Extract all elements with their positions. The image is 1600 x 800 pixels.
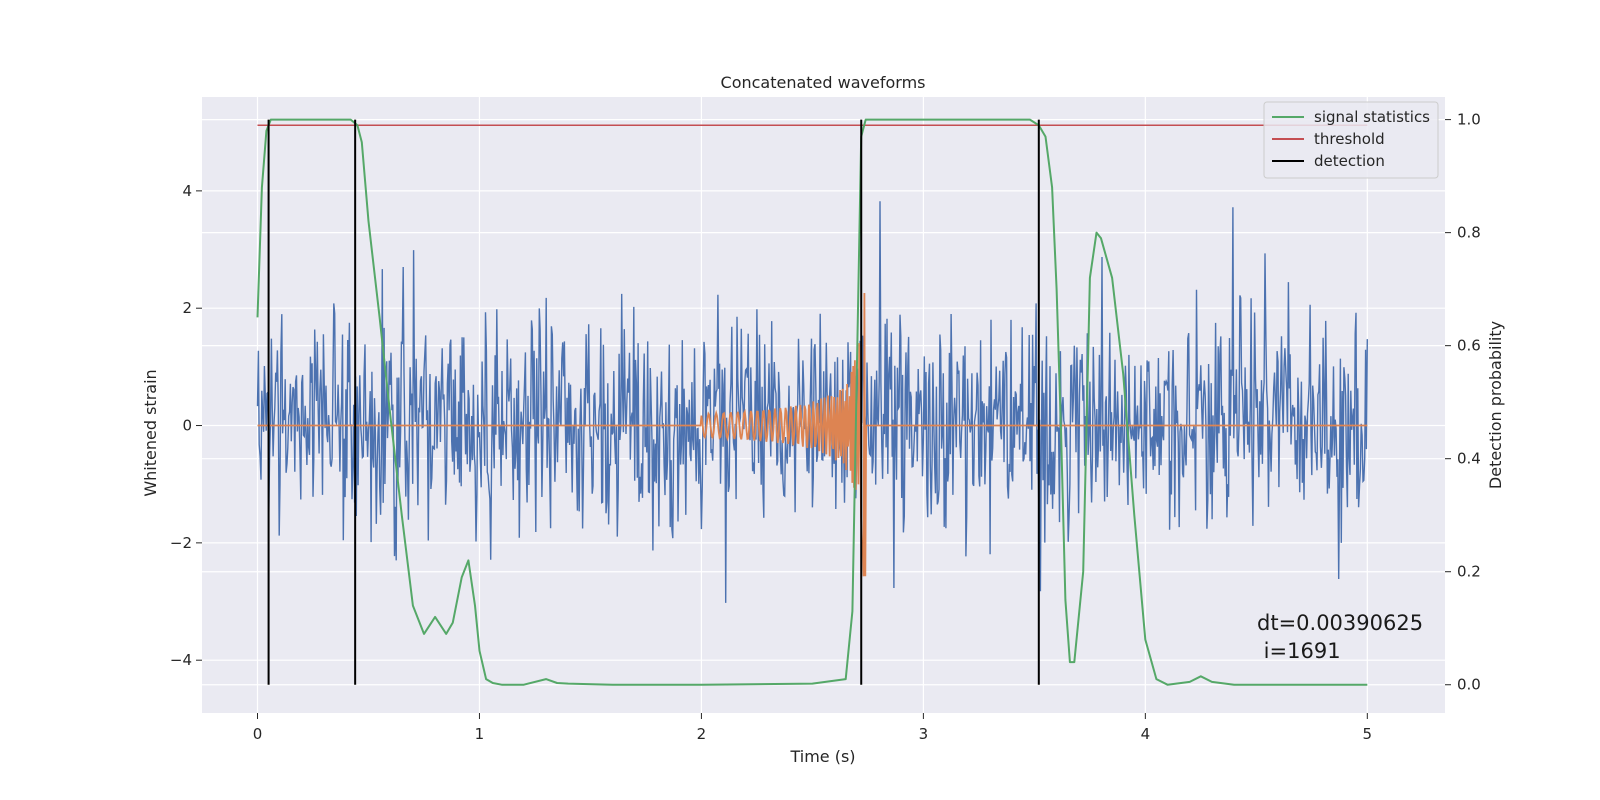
y-tick-label-left: −4 bbox=[170, 651, 192, 669]
y-tick-label-left: −2 bbox=[170, 534, 192, 552]
chart-title: Concatenated waveforms bbox=[721, 73, 926, 92]
x-tick-label: 0 bbox=[253, 725, 263, 743]
x-tick-label: 3 bbox=[919, 725, 929, 743]
x-tick-label: 4 bbox=[1141, 725, 1151, 743]
legend-label-threshold: threshold bbox=[1314, 130, 1385, 148]
strain-series bbox=[256, 201, 1368, 603]
y-tick-label-right: 0.8 bbox=[1457, 224, 1481, 242]
legend-label-detection: detection bbox=[1314, 152, 1385, 170]
x-tick-label: 1 bbox=[475, 725, 485, 743]
data-layer bbox=[256, 118, 1368, 686]
annotation-index: i=1691 bbox=[1257, 639, 1341, 663]
legend: signal statistics threshold detection bbox=[1263, 101, 1439, 179]
y-tick-label-left: 4 bbox=[182, 182, 192, 200]
y-tick-label-right: 1.0 bbox=[1457, 111, 1481, 129]
y-axis-label-right: Detection probability bbox=[1486, 321, 1505, 489]
legend-box bbox=[1263, 101, 1439, 179]
grid bbox=[202, 97, 1445, 713]
template-series bbox=[257, 292, 1368, 577]
y-tick-label-left: 0 bbox=[182, 417, 192, 435]
legend-label-signal-statistics: signal statistics bbox=[1314, 108, 1430, 126]
y-tick-label-right: 0.0 bbox=[1457, 676, 1481, 694]
y-tick-label-right: 0.2 bbox=[1457, 563, 1481, 581]
annotation-dt: dt=0.00390625 bbox=[1257, 611, 1423, 635]
ticks: 0 1 2 3 4 5 −4 −2 0 2 4 0.0 0.2 0.4 0.6 0.8 1.0 bbox=[170, 111, 1481, 743]
y-axis-label-left: Whitened strain bbox=[141, 369, 160, 496]
y-tick-label-right: 0.6 bbox=[1457, 337, 1481, 355]
y-tick-label-right: 0.4 bbox=[1457, 450, 1481, 468]
x-tick-label: 5 bbox=[1363, 725, 1373, 743]
x-axis-label: Time (s) bbox=[789, 747, 855, 766]
signal-statistics-line bbox=[256, 118, 1368, 686]
x-tick-label: 2 bbox=[697, 725, 707, 743]
y-tick-label-left: 2 bbox=[182, 299, 192, 317]
